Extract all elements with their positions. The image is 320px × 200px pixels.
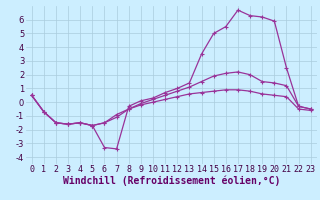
X-axis label: Windchill (Refroidissement éolien,°C): Windchill (Refroidissement éolien,°C) — [62, 176, 280, 186]
